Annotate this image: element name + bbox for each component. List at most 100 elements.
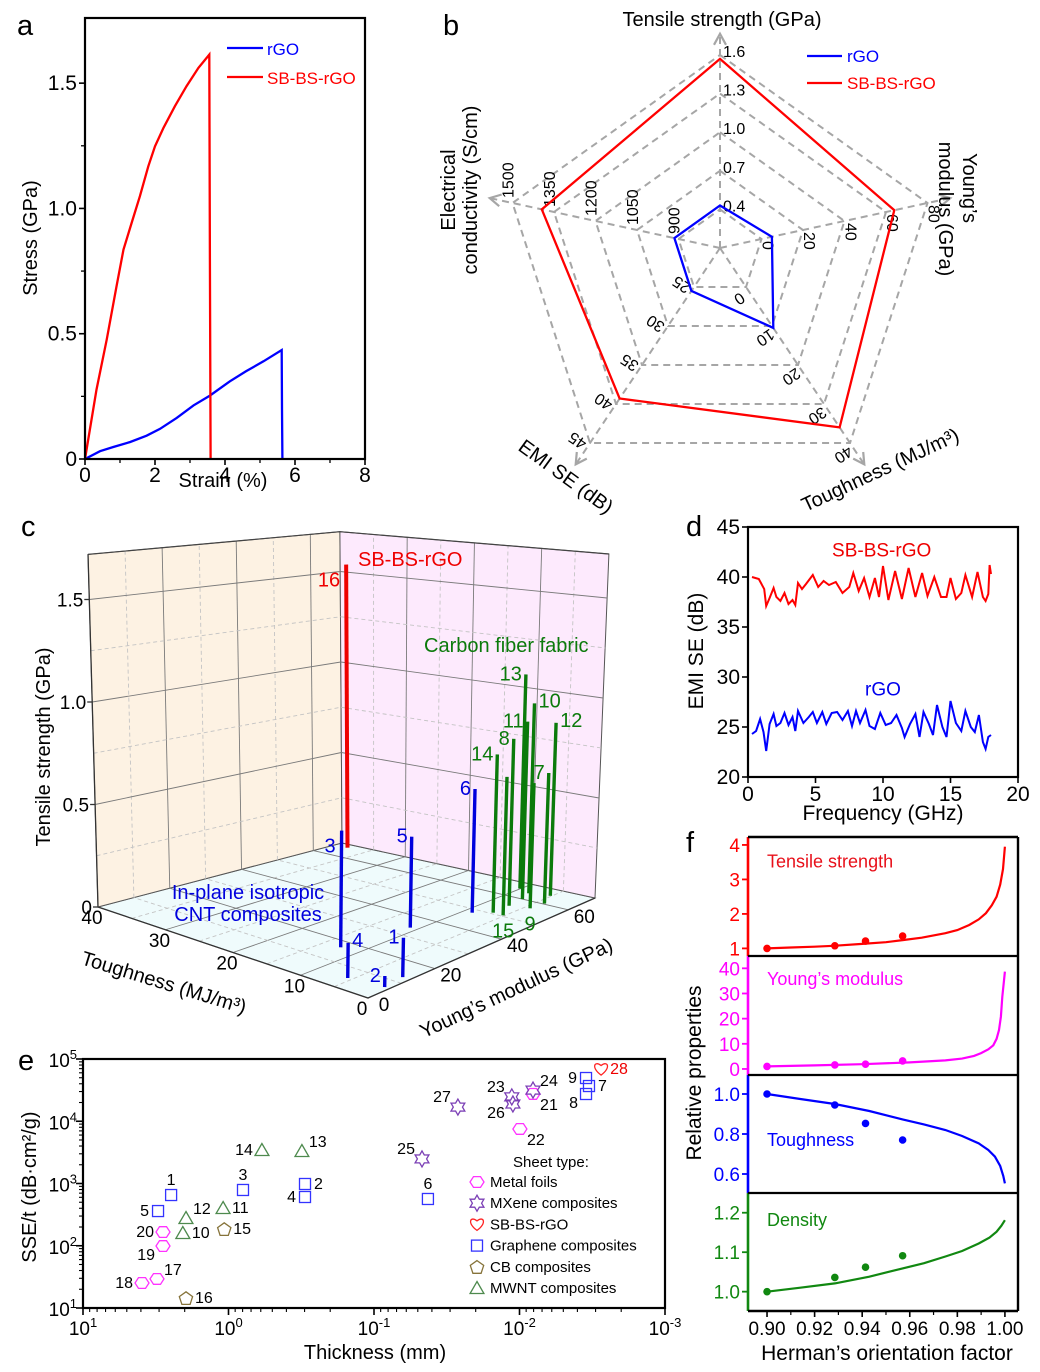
radar-tick-label: 1.3 [723, 83, 745, 100]
x-tick-label: 15 [939, 783, 962, 806]
bar-label-16: 16 [318, 570, 340, 592]
x-axis-label: Herman’s orientation factor [761, 1342, 1013, 1365]
right-wall-gridline [341, 752, 600, 799]
point-label: 9 [568, 1070, 577, 1087]
floor-gridline [334, 890, 564, 988]
z-tick-label: 1.0 [60, 693, 86, 714]
bar-12 [548, 722, 558, 896]
x-tick-label: 8 [359, 464, 371, 487]
bar-label-8: 8 [499, 728, 510, 750]
legend-label-sb-bs-rgo: SB-BS-rGO [267, 69, 356, 88]
x-tick-label: 0 [742, 783, 754, 806]
y-tick-label-tensile-strength: 2 [729, 905, 740, 926]
right-wall-gridline [341, 706, 602, 749]
data-point-youngs-modulus [831, 1061, 839, 1069]
point-label: 1 [167, 1172, 176, 1189]
toughness-tick-label: 0 [357, 999, 368, 1020]
point-label: 20 [136, 1224, 154, 1241]
bar-label-4: 4 [352, 930, 363, 952]
marker-sb-bs-rgo-28 [594, 1063, 609, 1076]
y-tick-label-density: 1.0 [714, 1283, 740, 1304]
right-wall-gridline [340, 661, 604, 699]
bar-7 [542, 772, 551, 904]
right-wall-gridline [468, 542, 475, 871]
left-wall-gridline [309, 534, 314, 851]
marker-metal-foils-17 [149, 1272, 165, 1285]
point-label: 2 [314, 1176, 323, 1193]
bar-5 [408, 836, 414, 928]
arrowhead-icon [574, 451, 588, 467]
point-label: 12 [193, 1201, 211, 1218]
marker-mxene-composites-23 [503, 1087, 520, 1107]
y-tick-label-toughness: 1.0 [714, 1085, 740, 1106]
x-tick-label-exponent: 1 [90, 1315, 97, 1330]
data-point-youngs-modulus [763, 1062, 771, 1071]
right-wall-gridline [340, 616, 606, 649]
subplot-title-toughness: Toughness [767, 1130, 854, 1150]
modulus-tick-label: 60 [574, 907, 595, 928]
bar-10 [527, 703, 537, 894]
group-label-carbon-fiber-fabric: Carbon fiber fabric [424, 635, 589, 657]
x-tick-label: 0 [79, 464, 91, 487]
legend-title: Sheet type: [513, 1154, 589, 1171]
y-tick-label-density: 1.2 [714, 1204, 740, 1225]
arrowhead-icon [487, 193, 503, 208]
panel-label-b: b [443, 10, 459, 42]
right-wall-gridline [499, 545, 509, 878]
left-wall-gridline [161, 547, 171, 889]
fit-curve-tensile-strength [766, 846, 1006, 950]
legend-label-sb-bs-rgo: SB-BS-rGO [490, 1216, 568, 1233]
left-wall-gridline [92, 661, 341, 703]
data-point-toughness [898, 1136, 907, 1144]
point-label: 8 [569, 1095, 578, 1112]
left-wall-gridline [235, 541, 242, 870]
toughness-tick-label: 20 [216, 954, 237, 975]
y-tick-label-youngs-modulus: 0 [729, 1060, 740, 1081]
x-tick-label: 0.92 [796, 1319, 833, 1340]
point-label: 16 [195, 1290, 213, 1307]
bar-label-12: 12 [560, 710, 582, 732]
y-tick-label: 1.5 [48, 72, 77, 95]
point-label: 17 [164, 1262, 182, 1279]
marker-cb-composites-16 [178, 1290, 194, 1306]
y-axis-label: SSE/t (dB·cm²/g) [19, 1111, 41, 1262]
y-tick-label-exponent: 4 [70, 1109, 77, 1124]
data-point-tensile-strength [861, 937, 870, 945]
y-tick-label-exponent: 5 [70, 1047, 77, 1062]
legend-marker-mwnt-composites [468, 1280, 486, 1295]
marker-mwnt-composites-10 [174, 1225, 191, 1240]
left-wall-gridline [89, 571, 341, 600]
floor-gridline [165, 856, 406, 931]
legend-label-mwnt-composites: MWNT composites [490, 1280, 616, 1297]
y-tick-label-exponent: 3 [70, 1172, 77, 1187]
radar-tick-label: 0 [759, 241, 776, 250]
data-point-density [898, 1251, 907, 1260]
right-wall-gridline [340, 571, 608, 599]
y-tick-label: 102 [49, 1234, 77, 1259]
radar-ring [677, 208, 763, 288]
legend-label-cb-composites: CB composites [490, 1259, 591, 1276]
bar-15 [501, 776, 509, 916]
y-tick-label: 45 [717, 516, 740, 539]
z-tick-label: 1.5 [57, 591, 83, 612]
left-wall-gridline [95, 752, 342, 805]
legend-marker-metal-foils [469, 1175, 485, 1189]
x-tick-label: 10-1 [358, 1315, 391, 1340]
series-line-rgo [84, 347, 284, 461]
right-wall-gridline [341, 797, 598, 849]
radar-tick-label: 40 [842, 223, 859, 241]
x-axis-label: Frequency (GHz) [802, 802, 963, 825]
x-axis-label: Strain (%) [179, 470, 268, 492]
subplot-title-youngs-modulus: Young’s modulus [767, 969, 903, 989]
y-tick-label-exponent: 1 [70, 1296, 77, 1311]
x-tick-label: 1.00 [986, 1319, 1023, 1340]
group-label-in-plane-isotropic-cnt-composites: CNT composites [174, 904, 321, 926]
bar-label-9: 9 [525, 913, 536, 935]
y-tick-label-youngs-modulus: 40 [719, 959, 740, 980]
radar-axis-emi-se-db [574, 247, 721, 466]
series-line-rgo [751, 700, 992, 753]
bar-13 [518, 674, 528, 889]
x-tick-label-base: 10 [649, 1319, 670, 1340]
